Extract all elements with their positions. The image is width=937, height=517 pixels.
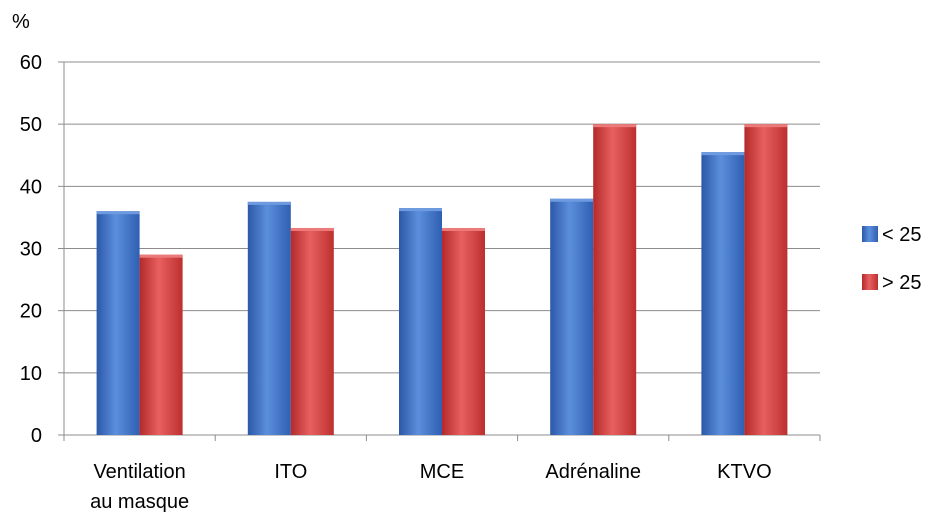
- bar-top-highlight: [442, 227, 485, 231]
- y-tick-label: 50: [20, 114, 42, 136]
- y-tick-label: 40: [20, 176, 42, 198]
- bars: [96, 124, 788, 436]
- bar-lt25-1: [247, 201, 291, 435]
- bar-lt25-2: [399, 208, 442, 435]
- y-axis-unit-label: %: [12, 11, 30, 33]
- x-category-label: Adrénaline: [545, 461, 641, 483]
- bar-gt25-4: [744, 124, 788, 436]
- bar-top-highlight: [399, 208, 442, 212]
- y-tick-label: 0: [31, 425, 42, 447]
- x-category-label: ITO: [274, 461, 307, 483]
- y-tick-label: 20: [20, 301, 42, 323]
- x-category-label: Ventilation: [93, 461, 185, 483]
- legend: < 25 > 25: [862, 224, 921, 294]
- legend-swatch-gt25: [862, 274, 878, 290]
- bar-lt25-3: [550, 198, 594, 435]
- bar-top-highlight: [701, 152, 745, 156]
- bar-lt25-4: [701, 152, 745, 435]
- bar-gt25-3: [593, 124, 637, 436]
- bar-gt25-2: [442, 227, 485, 435]
- y-tick-label: 10: [20, 363, 42, 385]
- bar-top-highlight: [96, 211, 140, 215]
- bar-top-highlight: [593, 124, 637, 128]
- bar-top-highlight: [550, 198, 594, 202]
- legend-swatch-lt25: [862, 226, 878, 242]
- y-tick-label: 30: [20, 239, 42, 261]
- x-category-label: KTVO: [717, 461, 771, 483]
- bar-top-highlight: [139, 254, 183, 258]
- labels: % 0 10 20 30 40 50 60 Ventilation au masque ITO MCE…: [12, 11, 772, 513]
- bar-gt25-0: [139, 254, 183, 435]
- bar-top-highlight: [290, 227, 334, 231]
- x-category-label: MCE: [420, 461, 464, 483]
- bar-top-highlight: [247, 201, 291, 205]
- y-tick-label: 60: [20, 52, 42, 74]
- legend-label-lt25: < 25: [882, 224, 921, 246]
- legend-label-gt25: > 25: [882, 272, 921, 294]
- bar-lt25-0: [96, 211, 140, 435]
- bar-top-highlight: [744, 124, 788, 128]
- x-category-label: au masque: [90, 491, 189, 513]
- bar-gt25-1: [290, 227, 334, 435]
